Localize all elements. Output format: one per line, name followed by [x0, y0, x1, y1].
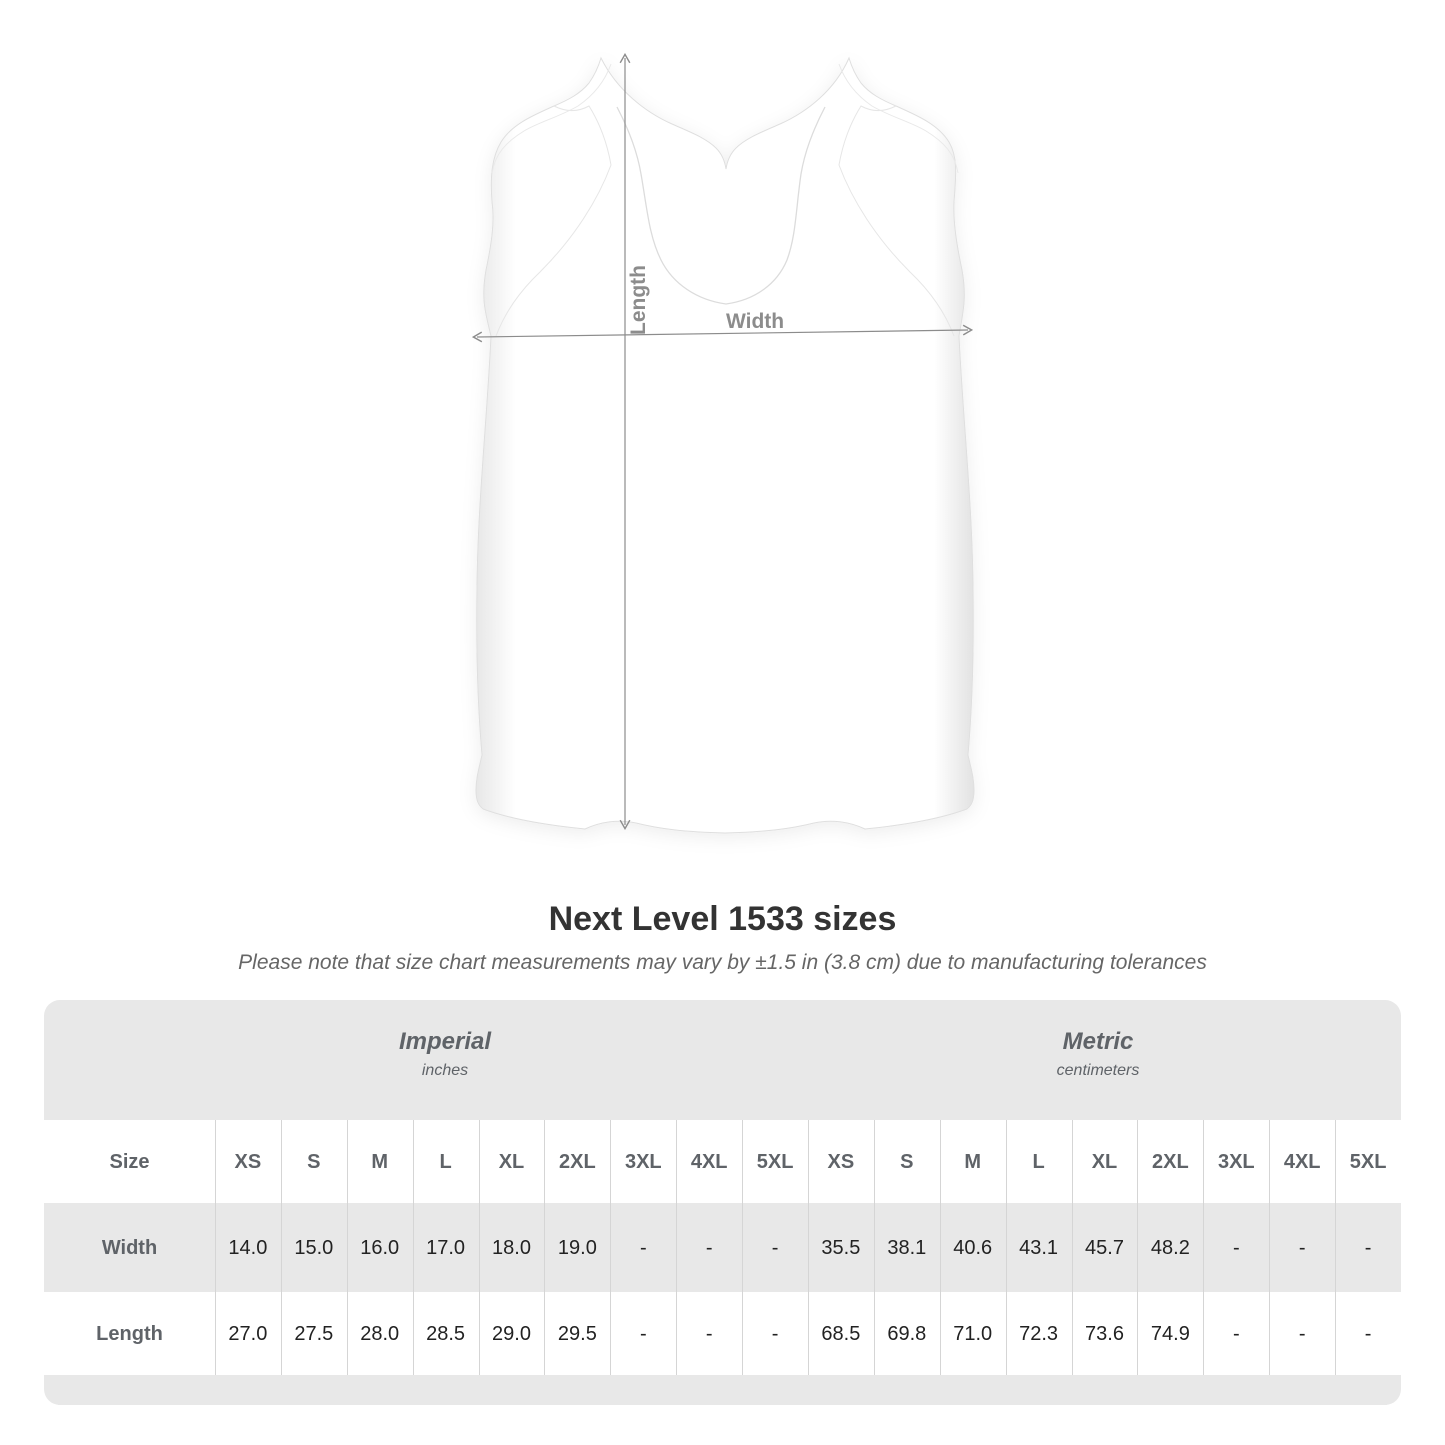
svg-text:Width: Width — [726, 310, 784, 333]
svg-text:Length: Length — [627, 265, 650, 335]
